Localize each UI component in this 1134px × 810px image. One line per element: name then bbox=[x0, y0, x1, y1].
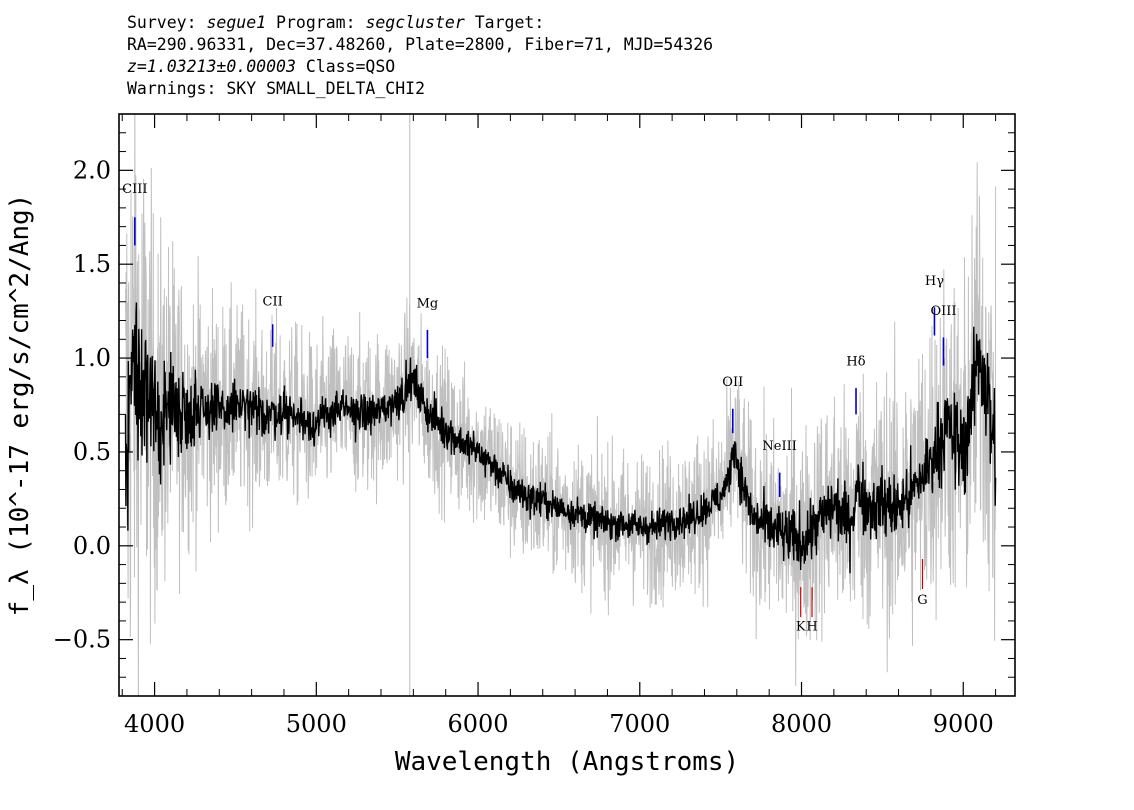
header-line-coordinates: RA=290.96331, Dec=37.48260, Plate=2800, … bbox=[127, 35, 714, 54]
axis-ticks: 4000 5000 6000 7000 8000 9000 −0.5 0.0 0.5 1.0 1.5… bbox=[53, 114, 1015, 738]
emission-line-label: NeIII bbox=[762, 439, 796, 454]
y-tick-label: 1.5 bbox=[73, 250, 111, 278]
y-tick-label: 1.0 bbox=[73, 344, 111, 372]
emission-line-label: CIII bbox=[122, 182, 147, 197]
redshift-value: z=1.03213±0.00003 bbox=[127, 57, 296, 76]
class-value: Class=QSO bbox=[295, 57, 396, 76]
y-tick-label: 0.0 bbox=[73, 532, 111, 560]
target-label: Target: bbox=[464, 13, 545, 32]
emission-line-label: OIII bbox=[930, 304, 956, 319]
emission-line-label: Hδ bbox=[846, 355, 865, 370]
spectral-line-markers: CIII CII Mg OII NeIII Hδ Hγ OIII K H G bbox=[122, 182, 956, 634]
x-tick-label: 6000 bbox=[448, 710, 509, 738]
emission-line-label: OII bbox=[722, 375, 743, 390]
program-label: Program: bbox=[266, 13, 366, 32]
y-axis-title: f_λ (10^-17 erg/s/cm^2/Ang) bbox=[5, 194, 35, 617]
x-tick-label: 4000 bbox=[124, 710, 185, 738]
x-axis-title: Wavelength (Angstroms) bbox=[395, 747, 739, 777]
error-band-trace bbox=[125, 114, 997, 696]
plot-frame bbox=[118, 113, 1016, 697]
y-tick-label: 0.5 bbox=[73, 438, 111, 466]
x-tick-label: 8000 bbox=[771, 710, 832, 738]
flux-trace bbox=[124, 302, 997, 574]
emission-line-label: Mg bbox=[417, 296, 439, 311]
x-tick-label: 5000 bbox=[286, 710, 347, 738]
header-line-redshift: z=1.03213±0.00003 Class=QSO bbox=[127, 56, 713, 78]
flux-layer bbox=[124, 302, 997, 574]
x-tick-label: 7000 bbox=[609, 710, 670, 738]
spectrum-header: Survey: segue1 Program: segcluster Targe… bbox=[127, 12, 713, 100]
header-line-warnings: Warnings: SKY SMALL_DELTA_CHI2 bbox=[127, 79, 426, 98]
absorption-line-label: H bbox=[806, 619, 817, 634]
y-tick-label: −0.5 bbox=[53, 626, 111, 654]
emission-line-label: CII bbox=[263, 294, 283, 309]
survey-label: Survey: bbox=[127, 13, 207, 32]
survey-value: segue1 bbox=[206, 13, 267, 32]
program-value: segcluster bbox=[365, 13, 465, 32]
absorption-line-label: G bbox=[917, 593, 927, 608]
emission-line-label: Hγ bbox=[925, 274, 944, 289]
header-line-survey: Survey: segue1 Program: segcluster Targe… bbox=[127, 12, 713, 34]
y-tick-label: 2.0 bbox=[73, 156, 111, 184]
absorption-line-label: K bbox=[796, 619, 806, 634]
error-band-layer bbox=[125, 114, 997, 696]
x-tick-label: 9000 bbox=[933, 710, 994, 738]
